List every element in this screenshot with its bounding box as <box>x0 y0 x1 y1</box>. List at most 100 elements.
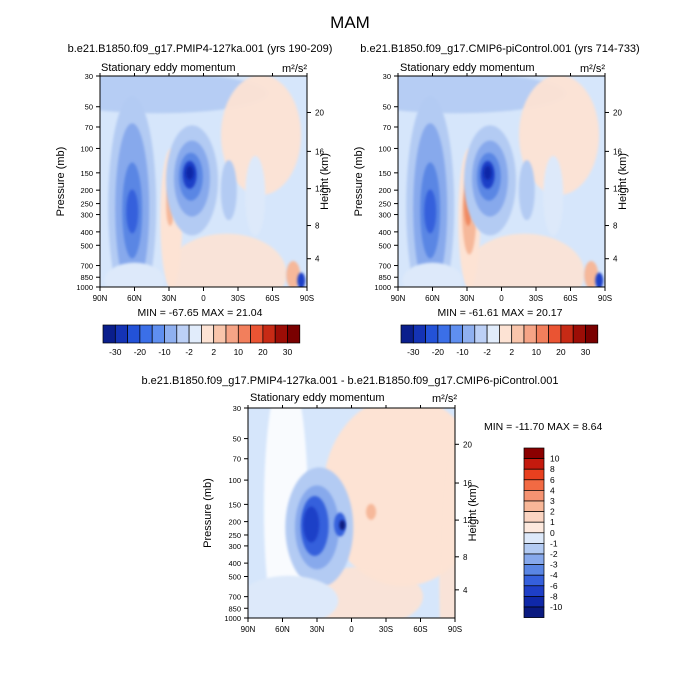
contour-region <box>185 165 194 180</box>
panel-pi-title: b.e21.B1850.f09_g17.CMIP6-piControl.001 … <box>360 43 639 55</box>
colorbar-swatch <box>535 324 549 344</box>
colorbar-swatch <box>139 324 153 344</box>
colorbar-label: 3 <box>550 496 555 506</box>
y-tick-label: 50 <box>85 103 93 112</box>
colorbar-label: -30 <box>407 347 420 357</box>
colorbar-swatch <box>523 543 545 555</box>
colorbar-label: -20 <box>134 347 147 357</box>
colorbar-swatch <box>572 324 586 344</box>
contour-field <box>248 408 455 618</box>
contour-region <box>584 261 599 287</box>
contour-region <box>220 160 237 221</box>
panel-diff-title: b.e21.B1850.f09_g17.PMIP4-127ka.001 - b.… <box>141 375 558 387</box>
colorbar-label: 1 <box>550 517 555 527</box>
x-tick-label: 60N <box>425 294 440 303</box>
panel-diff: b.e21.B1850.f09_g17.PMIP4-127ka.001 - b.… <box>141 375 602 634</box>
x-tick-label: 60S <box>413 625 427 634</box>
colorbar-swatch <box>151 324 165 344</box>
x-tick-label: 60S <box>563 294 577 303</box>
colorbar-label: -2 <box>185 347 193 357</box>
contour-region <box>464 233 585 287</box>
y-tick-label: 200 <box>378 186 391 195</box>
y-tick-label: 250 <box>228 531 241 540</box>
colorbar-label: 2 <box>211 347 216 357</box>
colorbar-swatch <box>523 596 545 608</box>
y-tick-label: 300 <box>80 211 93 220</box>
colorbar-swatch <box>523 521 545 534</box>
colorbar-swatch <box>462 324 476 344</box>
y-tick-label: 50 <box>383 103 391 112</box>
y-axis-label: Pressure (mb) <box>353 147 365 217</box>
colorbar-label: 10 <box>234 347 244 357</box>
x-tick-label: 90S <box>448 625 462 634</box>
height-tick-label: 12 <box>315 185 324 194</box>
colorbar-label: -10 <box>456 347 469 357</box>
height-tick-label: 20 <box>463 440 472 449</box>
colorbar-swatch <box>523 324 537 344</box>
colorbar-swatch <box>425 324 439 344</box>
y-tick-label: 500 <box>378 241 391 250</box>
y-axis-label: Pressure (mb) <box>202 478 214 548</box>
contour-region <box>543 155 564 236</box>
x-tick-label: 90N <box>241 625 256 634</box>
height-tick-label: 8 <box>613 222 618 231</box>
contour-region <box>339 520 346 531</box>
colorbar-swatch <box>523 447 545 459</box>
colorbar-swatch <box>523 585 545 597</box>
y-axis-right-label: Height (km) <box>467 485 479 542</box>
contour-region <box>323 408 455 586</box>
colorbar-swatch <box>201 324 215 344</box>
panel-pi: b.e21.B1850.f09_g17.CMIP6-piControl.001 … <box>353 43 640 357</box>
colorbar-swatch <box>400 324 414 344</box>
contour-region <box>424 189 437 234</box>
colorbar-swatch <box>176 324 190 344</box>
y-tick-label: 700 <box>80 262 93 271</box>
colorbar-label: 20 <box>556 347 566 357</box>
colorbar-swatch <box>523 564 545 576</box>
y-tick-label: 1000 <box>374 283 391 292</box>
colorbar-swatch <box>523 532 545 544</box>
colorbar-swatch <box>523 490 545 502</box>
y-tick-label: 30 <box>383 72 391 81</box>
height-tick-label: 8 <box>463 553 468 562</box>
colorbar-swatch <box>523 553 545 565</box>
colorbar-label: -1 <box>550 538 558 548</box>
y-axis-right-label: Height (km) <box>617 153 629 210</box>
colorbar-label: 6 <box>550 475 555 485</box>
y-tick-label: 400 <box>228 559 241 568</box>
colorbar-swatch <box>287 324 301 344</box>
contour-region <box>221 76 301 196</box>
colorbar-swatch <box>523 458 545 470</box>
colorbar-label: 8 <box>550 464 555 474</box>
colorbar-swatch <box>486 324 500 344</box>
y-tick-label: 1000 <box>76 283 93 292</box>
colorbar-label: -10 <box>550 602 563 612</box>
y-tick-label: 30 <box>233 404 241 413</box>
x-tick-label: 30N <box>162 294 177 303</box>
colorbar-swatch <box>523 511 545 523</box>
colorbar-label: -2 <box>483 347 491 357</box>
y-tick-label: 300 <box>378 211 391 220</box>
contour-region <box>439 456 455 618</box>
x-tick-label: 30S <box>379 625 393 634</box>
panel-127ka-plot: 90N 60N 30N 0 30S 60S 90S 30 50 70 100 150 200 250 300… <box>55 72 331 303</box>
y-tick-label: 100 <box>228 476 241 485</box>
y-tick-label: 1000 <box>224 614 241 623</box>
colorbar-label: -8 <box>550 591 558 601</box>
height-tick-label: 8 <box>315 222 320 231</box>
panel-diff-plot: 90N 60N 30N 0 30S 60S 90S 30 50 70 100 150 200 250 300… <box>202 404 479 634</box>
y-axis-right-label: Height (km) <box>319 153 331 210</box>
colorbar-label: -3 <box>550 560 558 570</box>
x-tick-label: 60S <box>265 294 279 303</box>
colorbar-swatch <box>523 479 545 491</box>
y-tick-label: 400 <box>378 228 391 237</box>
colorbar-swatch <box>449 324 463 344</box>
y-tick-label: 150 <box>228 500 241 509</box>
x-tick-label: 90S <box>598 294 612 303</box>
y-tick-label: 500 <box>228 572 241 581</box>
colorbar-swatch <box>523 468 545 481</box>
panel-diff-subtitle: Stationary eddy momentum <box>250 392 385 404</box>
colorbar-swatch <box>225 324 239 344</box>
colorbar-label: -2 <box>550 549 558 559</box>
